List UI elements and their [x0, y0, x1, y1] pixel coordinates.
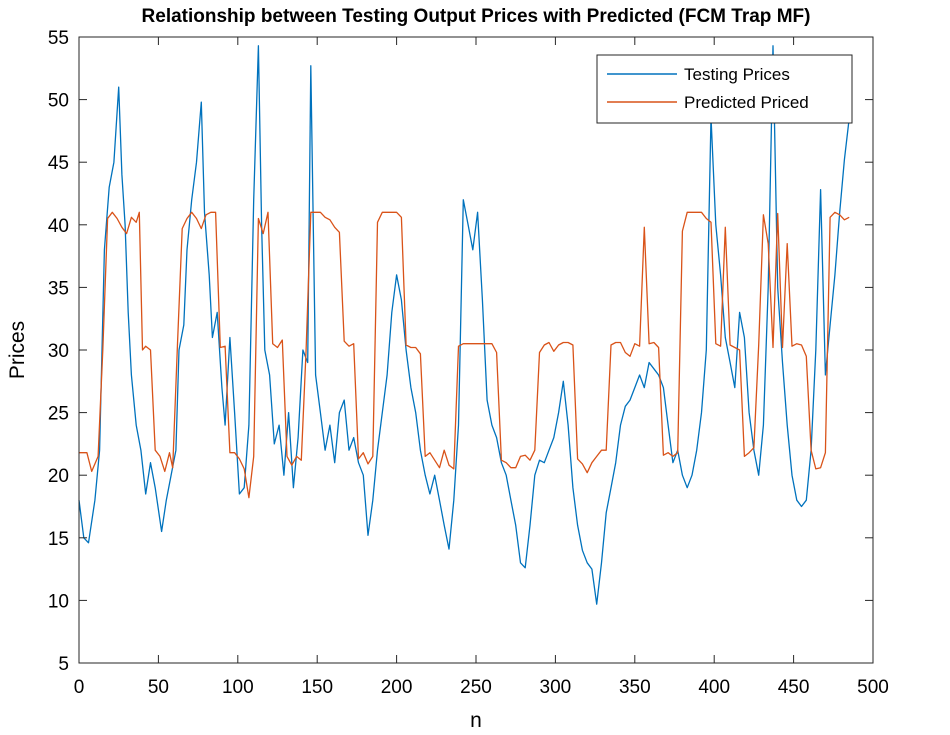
legend: Testing Prices Predicted Priced: [596, 54, 853, 124]
y-tick-label: 35: [48, 278, 69, 299]
x-tick-label: 350: [619, 677, 651, 698]
legend-label-predicted-priced: Predicted Priced: [684, 93, 809, 112]
x-tick-label: 300: [540, 677, 572, 698]
legend-box: [596, 54, 853, 124]
x-axis-label: n: [470, 709, 482, 732]
x-tick-label: 450: [778, 677, 810, 698]
x-tick-label: 400: [698, 677, 730, 698]
y-tick-label: 20: [48, 466, 69, 487]
series-layer: [78, 45, 850, 605]
x-tick-label: 150: [301, 677, 333, 698]
x-tick-label: 100: [222, 677, 254, 698]
y-tick-label: 45: [48, 153, 69, 174]
y-tick-label: 30: [48, 341, 69, 362]
y-tick-label: 15: [48, 529, 69, 550]
plot-area: [79, 37, 873, 663]
y-tick-label: 40: [48, 216, 69, 237]
ticks-layer: 0 50 100 150 200 250 300 350 400 450 500 5 10 15 20 25 3…: [48, 28, 889, 698]
legend-label-testing-prices: Testing Prices: [684, 65, 790, 84]
x-tick-label: 200: [381, 677, 413, 698]
y-tick-label: 10: [48, 591, 69, 612]
y-tick-label: 5: [58, 654, 69, 675]
series-line-testing-prices: [78, 45, 850, 605]
x-tick-label: 250: [460, 677, 492, 698]
x-tick-label: 50: [148, 677, 169, 698]
y-tick-label: 25: [48, 404, 69, 425]
y-tick-label: 55: [48, 28, 69, 49]
series-line-predicted-priced: [79, 211, 850, 499]
y-tick-label: 50: [48, 91, 69, 112]
chart-title: Relationship between Testing Output Pric…: [142, 6, 811, 27]
x-tick-label: 0: [74, 677, 85, 698]
y-axis-label: Prices: [6, 321, 29, 379]
x-tick-label: 500: [857, 677, 889, 698]
